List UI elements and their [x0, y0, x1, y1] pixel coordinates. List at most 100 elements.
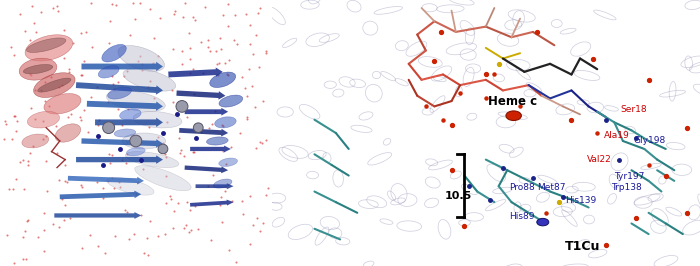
Point [178, 15, 189, 20]
Point [104, 18, 116, 23]
Point [110, 234, 121, 238]
Point [169, 209, 180, 213]
Point [8, 261, 20, 265]
FancyArrow shape [81, 138, 163, 148]
Point [190, 204, 201, 209]
Point [205, 238, 216, 242]
Point [217, 13, 228, 17]
Point [4, 187, 15, 191]
Point [182, 200, 193, 204]
Point [48, 222, 59, 226]
Point [185, 71, 196, 76]
Point [244, 194, 256, 198]
Point [255, 140, 266, 144]
Point [18, 257, 29, 262]
Point [29, 88, 40, 92]
Text: Heme c: Heme c [488, 95, 537, 107]
Point [137, 167, 148, 171]
Circle shape [158, 144, 168, 154]
Point [169, 9, 181, 13]
Point [113, 107, 124, 112]
Point [203, 45, 214, 49]
Point [160, 174, 172, 178]
FancyArrow shape [87, 101, 163, 111]
Point [53, 85, 64, 89]
Point [136, 68, 148, 72]
Point [174, 150, 186, 155]
Point [237, 199, 248, 203]
FancyArrow shape [179, 128, 228, 136]
Point [133, 180, 144, 185]
Point [169, 11, 180, 16]
Point [92, 180, 103, 185]
Point [214, 36, 225, 40]
Point [143, 253, 154, 257]
Point [123, 237, 134, 241]
Ellipse shape [206, 137, 228, 145]
Point [134, 1, 146, 5]
Point [40, 99, 51, 103]
Point [124, 33, 135, 37]
Point [51, 151, 62, 155]
Point [38, 211, 50, 215]
Point [184, 46, 195, 50]
Text: Pro88: Pro88 [510, 183, 535, 192]
Point [260, 49, 271, 53]
Point [47, 6, 58, 10]
Point [75, 31, 86, 35]
Point [244, 242, 256, 246]
Ellipse shape [118, 45, 164, 72]
Point [204, 126, 215, 131]
Point [252, 11, 263, 16]
Point [230, 260, 241, 264]
Point [42, 189, 53, 193]
Point [250, 33, 261, 37]
Point [127, 1, 138, 5]
Text: 10.5: 10.5 [445, 190, 472, 201]
FancyArrow shape [60, 190, 141, 199]
Point [188, 150, 199, 155]
Point [7, 137, 18, 141]
Point [196, 130, 207, 134]
FancyArrow shape [176, 90, 225, 100]
Point [165, 197, 176, 201]
Point [22, 163, 33, 167]
Point [62, 180, 73, 184]
Ellipse shape [133, 111, 182, 128]
Ellipse shape [127, 147, 145, 156]
Circle shape [103, 122, 115, 134]
Text: T1Cu: T1Cu [565, 240, 601, 252]
Point [130, 192, 141, 197]
Text: Val22: Val22 [587, 155, 611, 164]
Point [20, 228, 31, 233]
Ellipse shape [44, 94, 81, 114]
Point [114, 185, 125, 189]
Point [28, 21, 39, 25]
Point [216, 220, 228, 224]
Point [160, 155, 172, 159]
Point [254, 6, 265, 10]
Point [257, 98, 268, 103]
Point [46, 75, 57, 79]
Point [134, 54, 146, 58]
Text: Trp138: Trp138 [611, 183, 642, 192]
Point [188, 92, 199, 96]
Point [215, 203, 226, 207]
Point [97, 196, 108, 200]
Point [116, 123, 127, 127]
Point [178, 154, 190, 159]
Point [8, 53, 20, 57]
Point [167, 88, 178, 92]
Point [118, 74, 130, 78]
Point [249, 105, 260, 109]
FancyArrow shape [195, 183, 234, 189]
Point [75, 73, 86, 77]
Point [112, 80, 123, 84]
Point [262, 186, 273, 190]
Ellipse shape [98, 66, 119, 78]
Point [142, 85, 153, 90]
Point [247, 52, 258, 57]
Point [247, 223, 258, 227]
Point [106, 2, 118, 6]
Point [188, 66, 199, 71]
